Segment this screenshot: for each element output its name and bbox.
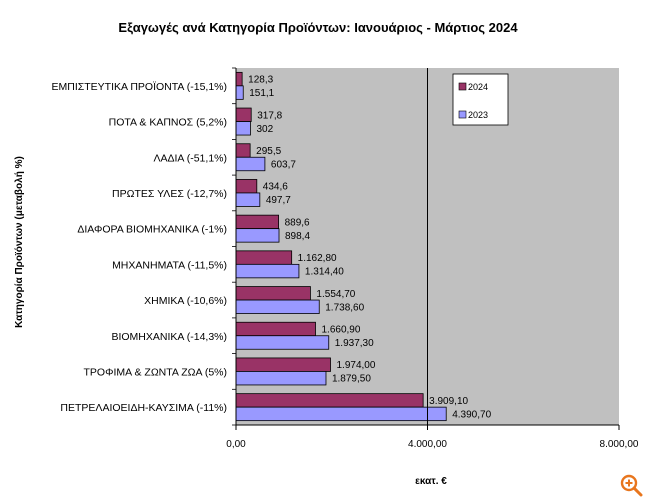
bar-2023: [235, 121, 251, 136]
category-label: ΕΜΠΙΣΤΕΥΤΙΚΑ ΠΡΟΪΟΝΤΑ (-15,1%): [52, 81, 228, 93]
category-label: ΠΕΤΡΕΛΑΙΟΕΙΔΗ-ΚΑΥΣΙΜΑ (-11%): [60, 402, 227, 414]
bar-2024: [235, 179, 258, 194]
bar-2024: [235, 143, 251, 158]
x-tick-label: 8.000,00: [600, 439, 639, 450]
data-label-2023: 1.879,50: [332, 374, 371, 385]
category-label: ΔΙΑΦΟΡΑ ΒΙΟΜΗΧΑΝΙΚΑ (-1%): [77, 224, 227, 236]
data-label-2024: 3.909,10: [429, 396, 468, 407]
legend-swatch-2024: [458, 82, 467, 91]
bar-2023: [235, 85, 244, 100]
x-tick-label: 4.000,00: [408, 439, 447, 450]
value-labels: 128,3 151,1 317,8 302 295,5 603,7 434,6 497,7 88…: [248, 75, 491, 421]
bar-2023: [235, 192, 261, 207]
legend-swatch-2023: [458, 110, 467, 119]
x-axis-label: εκατ. €: [415, 476, 447, 487]
data-label-2024: 434,6: [263, 182, 288, 193]
bar-2023: [235, 156, 266, 172]
bar-2023: [235, 371, 327, 386]
data-label-2024: 1.974,00: [337, 360, 376, 371]
data-label-2023: 302: [256, 124, 273, 135]
zoom-button[interactable]: [619, 473, 645, 499]
data-label-2024: 295,5: [256, 146, 281, 157]
category-label: ΤΡΟΦΙΜΑ & ΖΩΝΤΑ ΖΩΑ (5%): [84, 366, 227, 378]
data-label-2024: 317,8: [257, 110, 282, 121]
bar-2023: [235, 299, 320, 314]
bar-2024: [235, 71, 243, 87]
x-axis: 0,00 4.000,00 8.000,00: [226, 67, 639, 450]
legend-label-2023: 2023: [468, 110, 488, 120]
category-label: ΜΗΧΑΝΗΜΑΤΑ (-11,5%): [112, 259, 227, 271]
data-label-2023: 603,7: [271, 160, 296, 171]
bar-2024: [235, 214, 279, 230]
data-label-2023: 497,7: [266, 195, 291, 206]
category-label: ΒΙΟΜΗΧΑΝΙΚΑ (-14,3%): [111, 331, 227, 343]
chart-title: Εξαγωγές ανά Κατηγορία Προϊόντων: Ιανουά…: [118, 20, 518, 35]
bar-2023: [235, 406, 447, 422]
x-tick-label: 0,00: [226, 439, 246, 450]
zoom-in-icon: [620, 474, 643, 497]
data-label-2024: 1.660,90: [322, 325, 361, 336]
data-label-2023: 4.390,70: [452, 409, 491, 420]
bar-2023: [235, 335, 330, 350]
legend: 2024 2023: [452, 73, 509, 126]
bar-2023: [235, 228, 280, 243]
bar-2024: [235, 321, 316, 337]
bar-2024: [235, 107, 252, 122]
bar-2024: [235, 250, 293, 265]
data-label-2023: 1.738,60: [325, 302, 364, 313]
category-label: ΛΑΔΙΑ (-51,1%): [153, 152, 227, 164]
category-label: ΠΡΩΤΕΣ ΥΛΕΣ (-12,7%): [112, 188, 227, 200]
y-axis-label: Κατηγορία Προϊόντων (μεταβολή %): [14, 156, 25, 328]
bars: [235, 71, 447, 422]
bar-2024: [235, 357, 331, 372]
data-label-2024: 889,6: [285, 217, 310, 228]
bar-2024: [235, 286, 311, 301]
data-label-2023: 1.314,40: [305, 267, 344, 278]
category-label: ΧΗΜΙΚΑ (-10,6%): [144, 295, 227, 307]
data-label-2023: 898,4: [285, 231, 310, 242]
bar-2023: [235, 263, 300, 279]
category-label: ΠΟΤΑ & ΚΑΠΝΟΣ (5,2%): [109, 117, 227, 129]
data-label-2023: 1.937,30: [335, 338, 374, 349]
data-label-2024: 128,3: [248, 75, 273, 86]
data-label-2024: 1.554,70: [316, 289, 355, 300]
data-label-2023: 151,1: [249, 88, 274, 99]
bar-2024: [235, 393, 424, 408]
data-label-2024: 1.162,80: [298, 253, 337, 264]
legend-label-2024: 2024: [468, 82, 488, 92]
category-labels: ΕΜΠΙΣΤΕΥΤΙΚΑ ΠΡΟΪΟΝΤΑ (-15,1%) ΠΟΤΑ & ΚΑΠ…: [52, 81, 228, 414]
